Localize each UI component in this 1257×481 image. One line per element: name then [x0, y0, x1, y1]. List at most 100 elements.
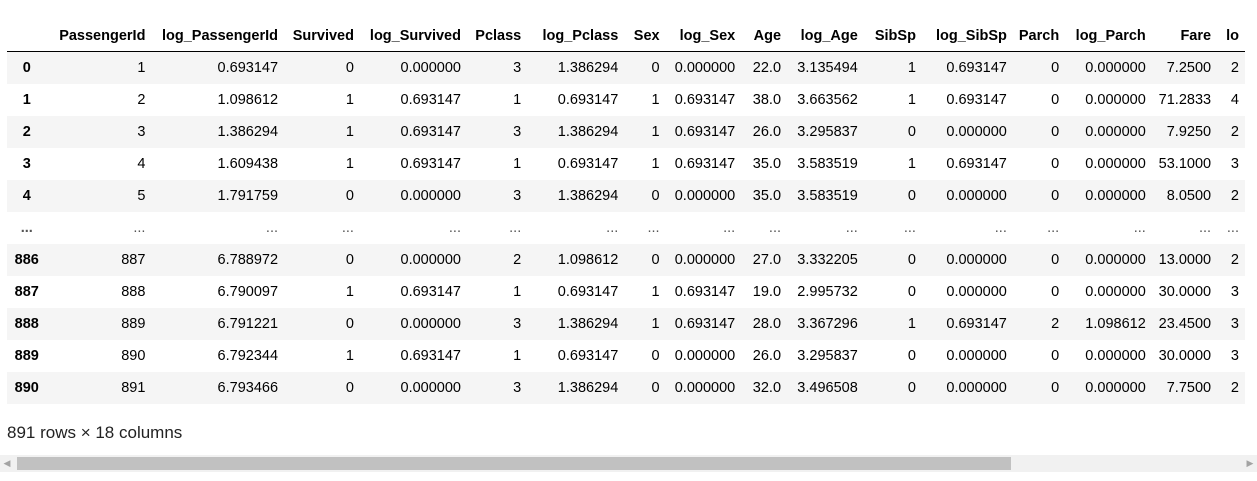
table-cell: 3.367296	[797, 315, 858, 332]
table-cell: 0.693147	[400, 123, 461, 140]
table-cell: 3.583519	[797, 155, 858, 172]
table-cell: 0.693147	[557, 283, 619, 300]
table-cell: 19.0	[752, 283, 782, 300]
scrollbar-thumb[interactable]	[17, 457, 1011, 470]
table-cell: 3	[513, 379, 522, 396]
table-cell: 1	[345, 91, 354, 108]
table-cell: 2	[1051, 315, 1060, 332]
table-cell: 3.663562	[797, 91, 858, 108]
table-cell: 1	[513, 155, 522, 172]
table-cell: 3.295837	[797, 123, 858, 140]
table-cell: 0.000000	[946, 187, 1007, 204]
table-cell: 0.000000	[946, 283, 1007, 300]
table-cell: ...	[1133, 219, 1146, 236]
table-row: 887 888 6.790097 1 0.693147 1 0.693147 1 0.69314…	[7, 276, 1245, 308]
row-index: 2	[22, 123, 31, 140]
table-cell: 0.000000	[1085, 379, 1146, 396]
table-row: 890 891 6.793466 0 0.000000 3 1.386294 0 0.00000…	[7, 371, 1245, 404]
table-cell: 0.000000	[400, 379, 461, 396]
table-cell: 5	[137, 187, 146, 204]
table-cell: 1	[651, 91, 660, 108]
table-cell: 27.0	[752, 251, 782, 268]
table-cell: 0	[651, 347, 660, 364]
table-cell: 2	[1230, 59, 1239, 76]
row-index: 0	[22, 59, 31, 76]
table-cell: 3	[513, 59, 522, 76]
table-cell: 0.000000	[674, 59, 736, 76]
table-row: 886 887 6.788972 0 0.000000 2 1.098612 0 0.00000…	[7, 243, 1245, 276]
table-cell: 26.0	[752, 347, 782, 364]
table-cell: ...	[448, 219, 461, 236]
table-row: 1 2 1.098612 1 0.693147 1 0.693147 1 0.693147 38.…	[7, 84, 1245, 116]
triangle-right-icon[interactable]: ▶	[1246, 458, 1254, 468]
row-index: 889	[14, 347, 39, 364]
table-cell: 0	[345, 187, 354, 204]
table-cell: 6.790097	[217, 283, 279, 300]
table-header: PassengerId log_PassengerId Survived log_Su…	[7, 20, 1245, 52]
table-cell: 38.0	[752, 91, 782, 108]
table-cell: 6.792344	[217, 347, 279, 364]
table-cell: 0.000000	[1085, 347, 1146, 364]
table-cell: 0	[907, 347, 916, 364]
table-cell: 0.000000	[400, 59, 461, 76]
table-cell: 32.0	[752, 379, 782, 396]
triangle-left-icon[interactable]: ◀	[3, 458, 11, 468]
table-cell: ...	[1047, 219, 1060, 236]
table-cell: 3	[1230, 283, 1239, 300]
table-cell: 1.386294	[557, 187, 619, 204]
table-cell: 1.386294	[557, 379, 619, 396]
table-cell: 0.000000	[674, 251, 736, 268]
table-cell: ...	[845, 219, 858, 236]
table-cell: 26.0	[752, 123, 782, 140]
table-cell: 0.000000	[400, 315, 461, 332]
table-cell: ...	[723, 219, 736, 236]
table-cell: ...	[509, 219, 522, 236]
table-cell: 0.000000	[946, 123, 1007, 140]
table-cell: 4	[137, 155, 146, 172]
table-cell: 1	[345, 283, 354, 300]
table-cell: 1.386294	[217, 123, 279, 140]
table-cell: 1.386294	[557, 315, 619, 332]
table-cell: 0.000000	[1085, 251, 1146, 268]
table-cell: 889	[121, 315, 146, 332]
column-header: Fare	[1151, 20, 1218, 52]
table-cell: 0	[651, 251, 660, 268]
table-cell: 2.995732	[797, 283, 858, 300]
table-cell: 1	[137, 59, 146, 76]
table-cell: 1.386294	[557, 123, 619, 140]
table-cell: 3	[1230, 315, 1239, 332]
row-index: 3	[22, 155, 31, 172]
table-cell: 0.693147	[400, 347, 461, 364]
table-cell: 1	[907, 315, 916, 332]
table-cell: 0.000000	[1085, 283, 1146, 300]
column-header: log_Sex	[665, 20, 742, 52]
table-cell: 3.295837	[797, 347, 858, 364]
column-header: log_Parch	[1065, 20, 1152, 52]
horizontal-scrollbar[interactable]: ◀ ▶	[0, 455, 1257, 472]
table-cell: 3	[1230, 347, 1239, 364]
table-cell: 887	[121, 251, 146, 268]
table-cell: 0.693147	[946, 315, 1007, 332]
table-cell: 0.693147	[674, 283, 736, 300]
table-row: 889 890 6.792344 1 0.693147 1 0.693147 0 0.00000…	[7, 340, 1245, 372]
table-cell: 0.000000	[1085, 123, 1146, 140]
table-cell: 0.693147	[674, 155, 736, 172]
column-header: Age	[741, 20, 788, 52]
header-row: PassengerId log_PassengerId Survived log_Su…	[7, 20, 1245, 52]
table-cell: 1	[907, 155, 916, 172]
table-cell: 0.693147	[946, 59, 1007, 76]
table-cell: 7.7500	[1166, 379, 1212, 396]
table-cell: 7.9250	[1166, 123, 1212, 140]
table-cell: 3.583519	[797, 187, 858, 204]
column-header: SibSp	[863, 20, 922, 52]
table-cell: 6.791221	[217, 315, 279, 332]
table-cell: 0	[907, 283, 916, 300]
table-cell: 1	[907, 59, 916, 76]
table-cell: ...	[1226, 219, 1239, 236]
table-cell: 1.098612	[557, 251, 619, 268]
table-row: 888 889 6.791221 0 0.000000 3 1.386294 1 0.69314…	[7, 307, 1245, 340]
table-cell: 53.1000	[1158, 155, 1212, 172]
table-cell: 13.0000	[1158, 251, 1212, 268]
table-cell: ...	[606, 219, 619, 236]
